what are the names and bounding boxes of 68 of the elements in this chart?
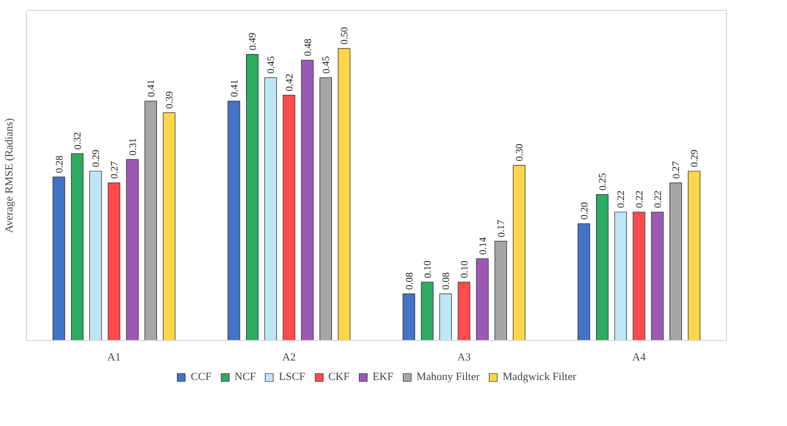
data-label: 0.30 [514,144,526,162]
data-label: 0.10 [422,260,434,278]
data-label: 0.50 [340,26,351,44]
data-label: 0.22 [634,190,646,208]
data-label: 0.08 [441,272,452,290]
data-label: 0.28 [54,155,66,173]
x-tick-label: A1 [107,352,121,364]
legend-label: NCF [234,371,256,383]
bar [578,223,590,340]
data-label: 0.20 [579,202,590,220]
bar [651,212,664,340]
data-label: 0.29 [690,150,701,168]
bar [162,112,176,340]
data-label: 0.22 [652,190,664,208]
bar [596,194,608,340]
bar [264,77,277,340]
bar [71,153,84,340]
bar [439,293,452,340]
y-axis-title: Average RMSE (Radians) [4,118,16,233]
legend-label: Madgwick Filter [502,371,576,383]
bar [144,100,157,340]
data-label: 0.27 [110,161,120,179]
bar [670,182,682,340]
data-label: 0.39 [164,91,176,109]
bar [632,212,646,340]
data-label: 0.17 [496,220,508,238]
bar [614,212,627,340]
data-label: 0.10 [460,260,470,278]
data-label: 0.49 [248,32,259,50]
data-label: 0.48 [302,38,314,56]
legend-label: CCF [190,371,212,383]
data-label: 0.08 [404,272,416,290]
bar [402,293,416,340]
data-label: 0.27 [671,161,682,179]
data-label: 0.42 [284,74,296,92]
data-label: 0.22 [616,190,628,208]
bar [320,77,332,340]
bar [228,100,240,340]
bar [421,282,434,340]
legend-label: EKF [372,371,394,383]
data-label: 0.32 [72,132,84,150]
bar [89,170,102,340]
bar [282,94,296,340]
x-tick-label: A2 [282,352,296,364]
bar [338,48,350,340]
data-label: 0.29 [91,150,102,168]
bar [52,176,66,340]
bar [246,54,258,340]
bar [301,60,314,340]
bar [126,159,139,340]
bar [458,282,470,340]
legend-label: Mahony Filter [416,371,480,383]
bar [476,258,489,340]
data-label: 0.45 [321,56,332,74]
x-tick-label: A3 [457,352,472,364]
data-label: 0.41 [146,80,158,98]
bar [688,170,700,340]
data-label: 0.45 [266,56,278,74]
data-label: 0.41 [229,80,240,98]
legend-label: LSCF [278,371,306,383]
x-tick-label: A4 [632,352,646,364]
bar [494,240,507,340]
data-label: 0.25 [598,172,609,190]
legend-label: CKF [328,371,350,383]
data-label: 0.31 [128,138,139,156]
bar [108,182,120,340]
bar [512,164,526,340]
data-label: 0.14 [478,237,489,255]
